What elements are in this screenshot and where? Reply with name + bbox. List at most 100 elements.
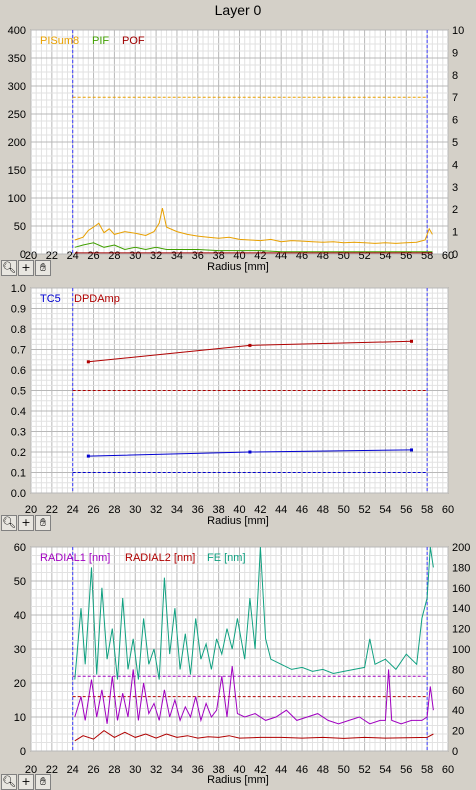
y2-tick-label: 180 <box>452 562 470 574</box>
data-point <box>410 339 414 343</box>
x-tick-label: 56 <box>400 504 412 514</box>
grid <box>30 29 449 255</box>
y-tick-label: 30 <box>14 644 26 656</box>
x-tick-label: 20 <box>25 504 37 514</box>
x-tick-label: 60 <box>442 504 454 514</box>
x-tick-label: 34 <box>171 250 183 260</box>
y-tick-label: 350 <box>8 53 26 65</box>
y2-tick-label: 160 <box>452 583 470 595</box>
x-tick-label: 52 <box>358 504 370 514</box>
x-tick-label: 34 <box>171 764 183 774</box>
x-tick-label: 58 <box>421 764 433 774</box>
y-tick-label: 1.0 <box>11 283 26 295</box>
x-tick-label: 28 <box>108 504 120 514</box>
x-tick-label: 22 <box>46 250 58 260</box>
data-point <box>86 360 90 364</box>
y-tick-label: 20 <box>14 678 26 690</box>
data-point <box>410 448 414 452</box>
x-tick-label: 30 <box>129 504 141 514</box>
y-tick-label: 0.8 <box>11 324 26 336</box>
x-tick-label: 24 <box>67 764 79 774</box>
x-tick-label: 60 <box>442 250 454 260</box>
x-tick-label: 22 <box>46 764 58 774</box>
crosshair-icon[interactable]: + <box>18 260 34 276</box>
y-tick-label: 0.4 <box>11 406 26 418</box>
chart-1-xlabel: Radius [mm] <box>207 261 269 273</box>
legend-entry: FE [nm] <box>207 552 246 564</box>
chart-2-toolbar: 🔍︎ + ✋︎ <box>1 515 52 531</box>
y2-tick-label: 20 <box>452 726 464 738</box>
y2-tick-label: 4 <box>452 159 458 171</box>
y-tick-label: 0.2 <box>11 447 26 459</box>
y-tick-label: 0.0 <box>11 488 26 500</box>
y-tick-label: 100 <box>8 193 26 205</box>
y2-tick-label: 40 <box>452 705 464 717</box>
data-point <box>248 450 252 454</box>
series-line-1 <box>74 242 433 253</box>
legend-entry: PISum8 <box>40 35 79 47</box>
y2-tick-label: 0 <box>452 249 458 260</box>
y-tick-label: 400 <box>8 25 26 37</box>
legend-entry: POF <box>122 35 145 47</box>
y2-tick-label: 140 <box>452 603 470 615</box>
legend-entry: PIF <box>92 35 109 47</box>
x-tick-label: 36 <box>192 504 204 514</box>
y-tick-label: 60 <box>14 542 26 554</box>
chart-panel-3: 0 10 20 30 40 50 60 0 20 40 60 80 100 120 140 160 180 200… <box>0 536 476 790</box>
x-tick-label: 20 <box>25 250 37 260</box>
x-tick-label: 44 <box>275 504 287 514</box>
magnifier-icon[interactable]: 🔍︎ <box>1 515 17 531</box>
legend-entry: TC5 <box>40 293 61 305</box>
x-tick-label: 58 <box>421 504 433 514</box>
x-tick-label: 50 <box>338 764 350 774</box>
legend-entry: RADIAL1 [nm] <box>40 552 110 564</box>
x-tick-label: 40 <box>233 250 245 260</box>
x-tick-label: 40 <box>233 504 245 514</box>
magnifier-icon[interactable]: 🔍︎ <box>1 774 17 790</box>
x-tick-label: 38 <box>213 250 225 260</box>
y2-tick-label: 60 <box>452 685 464 697</box>
x-tick-label: 22 <box>46 504 58 514</box>
x-tick-label: 40 <box>233 764 245 774</box>
x-tick-label: 24 <box>67 250 79 260</box>
y2-tick-label: 5 <box>452 137 458 149</box>
y2-tick-label: 200 <box>452 542 470 554</box>
series-line-1 <box>74 729 434 742</box>
crosshair-icon[interactable]: + <box>18 515 34 531</box>
x-tick-label: 36 <box>192 250 204 260</box>
x-tick-label: 60 <box>442 764 454 774</box>
y2-tick-label: 2 <box>452 204 458 216</box>
data-point <box>86 454 90 458</box>
hand-icon[interactable]: ✋︎ <box>35 515 51 531</box>
chart-3-xlabel: Radius [mm] <box>207 774 269 786</box>
y-tick-label: 50 <box>14 221 26 233</box>
hand-icon[interactable]: ✋︎ <box>35 260 51 276</box>
x-tick-label: 56 <box>400 250 412 260</box>
y-tick-label: 0 <box>20 249 26 260</box>
y2-tick-label: 6 <box>452 115 458 127</box>
series-line-0 <box>74 207 433 244</box>
x-tick-label: 24 <box>67 504 79 514</box>
x-tick-label: 46 <box>296 504 308 514</box>
y2-tick-label: 8 <box>452 70 458 82</box>
y-tick-label: 0.3 <box>11 427 26 439</box>
x-tick-label: 42 <box>254 504 266 514</box>
x-tick-label: 50 <box>338 250 350 260</box>
magnifier-icon[interactable]: 🔍︎ <box>1 260 17 276</box>
y-tick-label: 10 <box>14 712 26 724</box>
x-tick-label: 56 <box>400 764 412 774</box>
y-tick-label: 200 <box>8 137 26 149</box>
y2-tick-label: 120 <box>452 624 470 636</box>
legend-entry: DPDAmp <box>74 293 120 305</box>
x-tick-label: 38 <box>213 764 225 774</box>
x-tick-label: 48 <box>317 504 329 514</box>
x-tick-label: 42 <box>254 764 266 774</box>
y-tick-label: 250 <box>8 109 26 121</box>
x-tick-label: 26 <box>87 764 99 774</box>
y2-tick-label: 9 <box>452 47 458 59</box>
x-tick-label: 42 <box>254 250 266 260</box>
y-tick-label: 0.7 <box>11 345 26 357</box>
x-tick-label: 54 <box>379 764 391 774</box>
x-tick-label: 52 <box>358 764 370 774</box>
